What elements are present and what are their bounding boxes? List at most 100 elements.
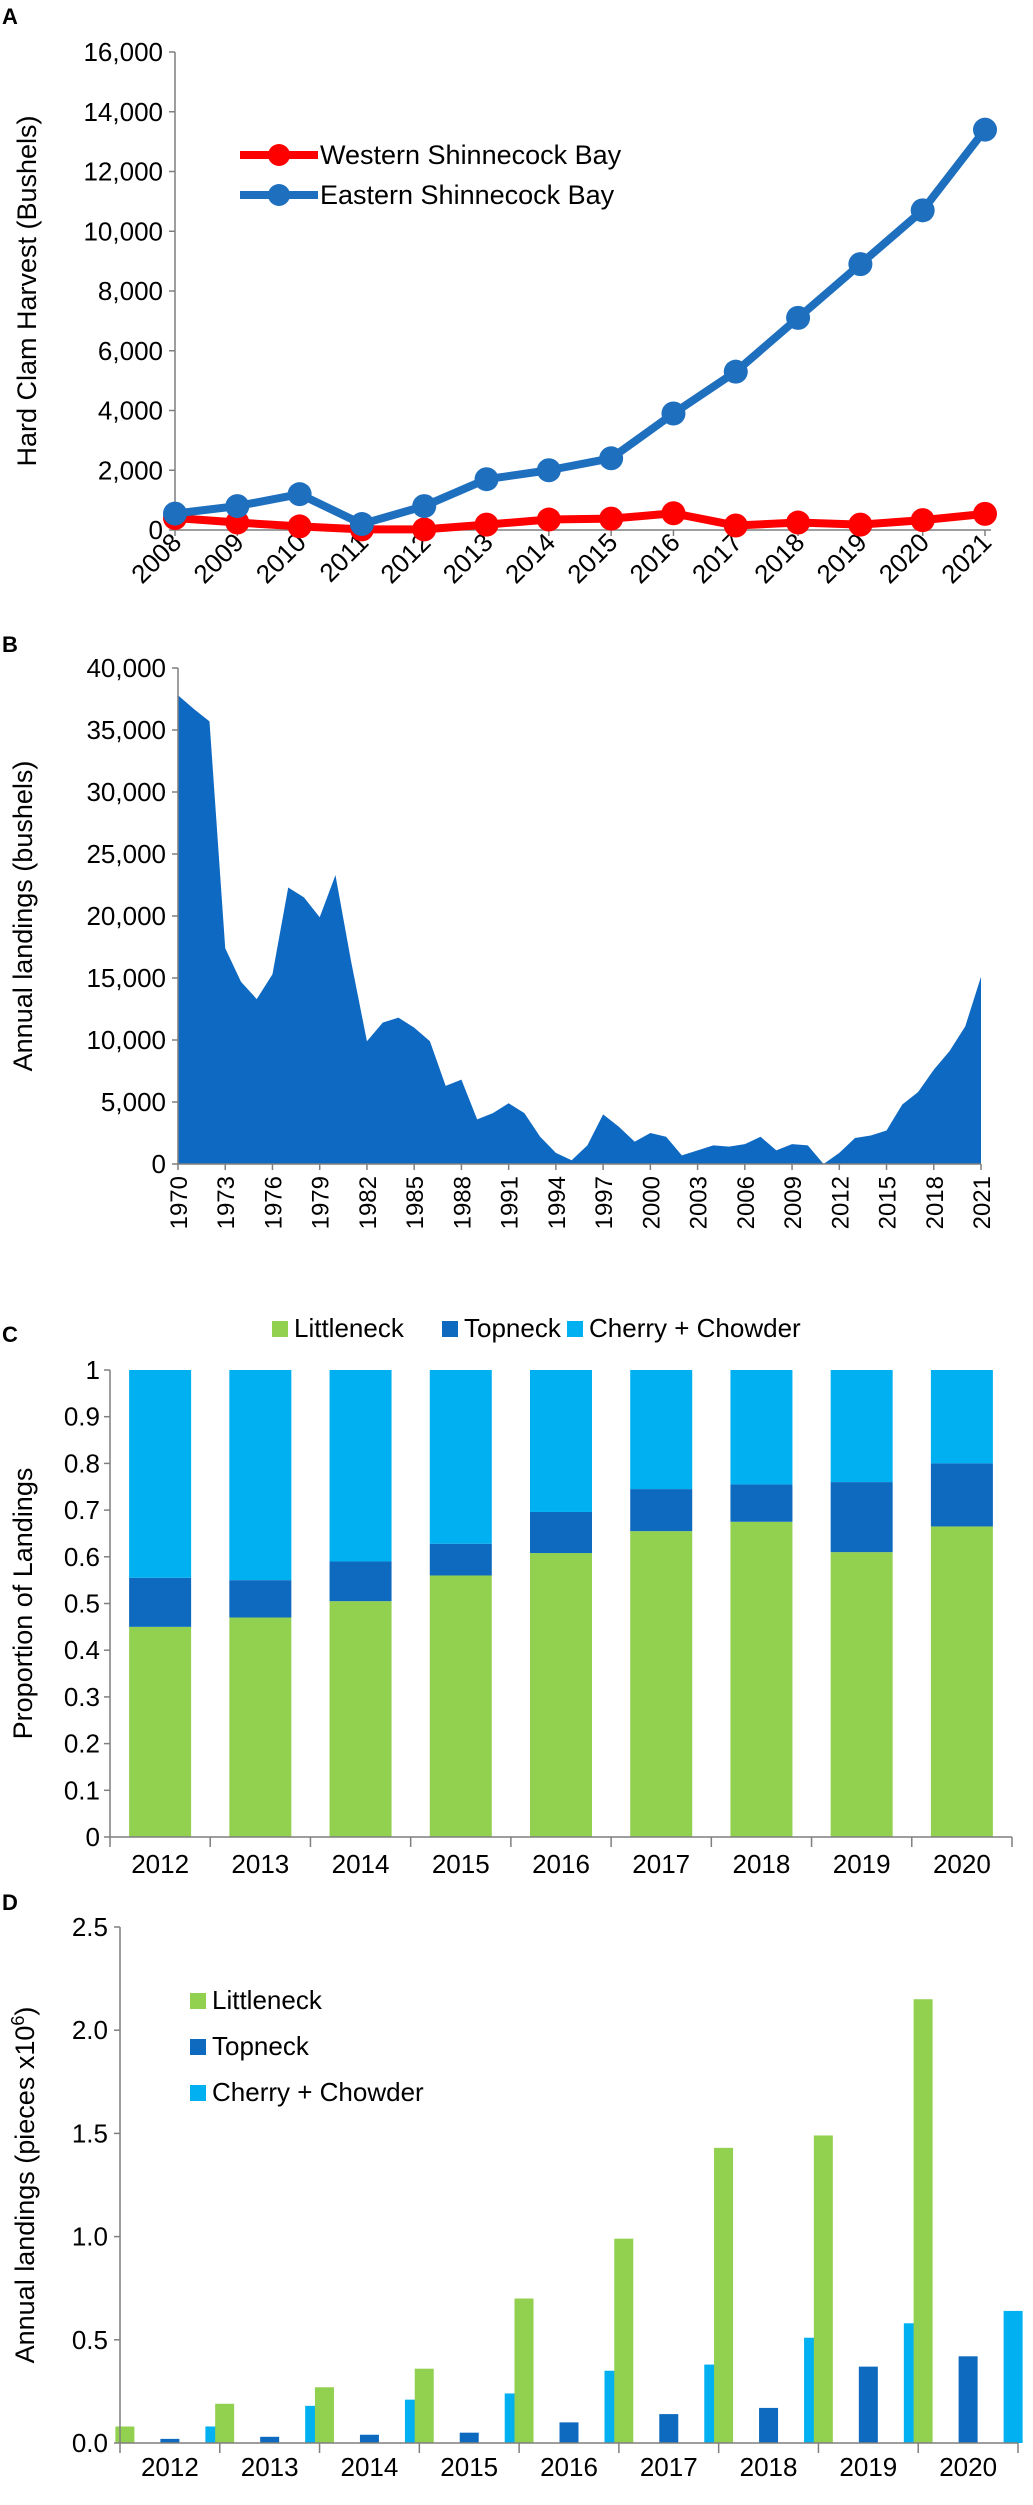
bar-segment-topneck (329, 1561, 392, 1602)
legend-label: Topneck (212, 2031, 310, 2061)
x-tick-label: 2016 (540, 2452, 598, 2482)
bar-segment-topneck (830, 1482, 893, 1553)
bar-segment-cherry-chowder (129, 1370, 192, 1578)
y-tick-label: 2,000 (98, 455, 163, 485)
x-tick-label: 2018 (922, 1176, 949, 1229)
data-point (225, 494, 250, 519)
y-axis-title: Annual landings (bushels) (8, 761, 38, 1072)
data-point (973, 501, 997, 526)
panel-c: C Littleneck Topneck Cherry + Chowder 2012 2… (0, 1270, 1033, 1890)
bar-segment-littleneck (429, 1575, 492, 1837)
legend-swatch (190, 2085, 206, 2101)
x-tick-label: 2020 (933, 1849, 991, 1879)
y-tick-label: 0.6 (64, 1542, 100, 1572)
bar-littleneck (913, 1999, 933, 2443)
y-tick-label: 0.3 (64, 1682, 100, 1712)
data-point (723, 359, 748, 384)
bar-topneck (160, 2438, 180, 2443)
data-point (723, 513, 748, 538)
bar-segment-cherry-chowder (429, 1370, 492, 1544)
y-axis-title: Annual landings (pieces x106) (8, 2007, 40, 2364)
y-tick-label: 16,000 (83, 37, 163, 67)
chart-c-stacked-bar: Littleneck Topneck Cherry + Chowder 2012 201… (8, 1313, 1013, 1879)
bar-segment-littleneck (530, 1553, 592, 1837)
x-tick-label: 2014 (332, 1849, 390, 1879)
x-tick-label: 2015 (875, 1176, 902, 1229)
bar-segment-topneck (229, 1580, 292, 1618)
bar-segment-topneck (530, 1511, 592, 1554)
data-point (474, 512, 499, 537)
bar-cherry-chowder (1003, 2310, 1023, 2443)
x-tick-label: 2013 (437, 527, 499, 589)
x-tick-label: 2021 (935, 527, 997, 589)
y-tick-label: 0 (152, 1149, 166, 1179)
bar-segment-cherry-chowder (530, 1370, 592, 1512)
panel-a: A 0 2,000 4,000 6,000 8,000 10,000 12,000 14,00… (0, 0, 1033, 630)
x-tick-label: 1976 (260, 1176, 287, 1229)
panel-label-b: B (2, 632, 18, 657)
chart-b-area: 0 5,000 10,000 15,000 20,000 25,000 30,000 35,0… (8, 653, 996, 1229)
x-tick-label: 2012 (827, 1176, 854, 1229)
bar-segment-cherry-chowder (930, 1370, 993, 1464)
y-tick-label: 14,000 (83, 97, 163, 127)
x-tick-label: 2006 (733, 1176, 760, 1229)
bar-littleneck (813, 2135, 833, 2443)
bar-segment-topneck (930, 1463, 993, 1527)
y-tick-label: 0.7 (64, 1495, 100, 1525)
panel-b: B 0 5,000 10,000 15,000 20,000 25,000 30,000 35… (0, 630, 1033, 1270)
data-point (661, 401, 686, 426)
y-tick-label: 0.5 (64, 1589, 100, 1619)
x-tick-label: 2021 (969, 1176, 996, 1229)
x-tick-label: 2019 (833, 1849, 891, 1879)
y-tick-label: 4,000 (98, 396, 163, 426)
data-point (287, 482, 312, 507)
data-point (163, 501, 187, 526)
legend-label: Littleneck (212, 1985, 323, 2015)
bar-segment-topneck (730, 1484, 793, 1522)
y-tick-label: 6,000 (98, 336, 163, 366)
y-tick-label: 25,000 (86, 839, 166, 869)
x-tick-label: 2003 (686, 1176, 713, 1229)
x-tick-label: 2013 (231, 1849, 289, 1879)
data-point (349, 512, 374, 537)
y-tick-label: 0.9 (64, 1402, 100, 1432)
bar-segment-cherry-chowder (329, 1370, 392, 1562)
x-tick-label: 2015 (432, 1849, 490, 1879)
x-tick-label: 2016 (532, 1849, 590, 1879)
legend-label: Eastern Shinnecock Bay (320, 180, 615, 210)
x-tick-label: 2017 (632, 1849, 690, 1879)
data-point (599, 446, 624, 471)
data-point (412, 517, 437, 542)
data-point (412, 494, 437, 519)
x-tick-label: 2015 (561, 527, 623, 589)
y-tick-label: 0.8 (64, 1448, 100, 1478)
legend-label: Cherry + Chowder (212, 2077, 424, 2107)
bar-littleneck (414, 2368, 434, 2443)
x-tick-label: 1979 (308, 1176, 335, 1229)
bar-segment-littleneck (930, 1526, 993, 1837)
x-tick-label: 2009 (780, 1176, 807, 1229)
y-tick-label: 40,000 (86, 653, 166, 683)
y-tick-label: 12,000 (83, 157, 163, 187)
bar-segment-littleneck (630, 1531, 693, 1837)
panel-d: D 2012 2013 2014 2015 2016 2017 2018 2019 2020 0.… (0, 1890, 1033, 2500)
panel-label-d: D (2, 1890, 18, 1915)
bar-segment-topneck (129, 1577, 192, 1627)
x-tick-label: 2018 (748, 527, 810, 589)
panel-label-a: A (2, 4, 18, 29)
bar-littleneck (115, 2426, 135, 2443)
legend-swatch (190, 1993, 206, 2009)
x-tick-label: 2008 (125, 527, 187, 589)
x-tick-label: 2019 (839, 2452, 897, 2482)
x-tick-label: 2012 (131, 1849, 189, 1879)
bar-littleneck (215, 2403, 235, 2443)
bar-littleneck (514, 2298, 534, 2443)
bar-segment-littleneck (229, 1617, 292, 1837)
y-tick-label: 2.0 (72, 2015, 108, 2045)
data-point (786, 510, 811, 535)
bar-segment-topneck (630, 1489, 693, 1532)
chart-a-line: 0 2,000 4,000 6,000 8,000 10,000 12,000 14,000 1… (12, 37, 997, 589)
x-tick-label: 1982 (355, 1176, 382, 1229)
bar-littleneck (614, 2238, 634, 2443)
y-tick-label: 15,000 (86, 963, 166, 993)
